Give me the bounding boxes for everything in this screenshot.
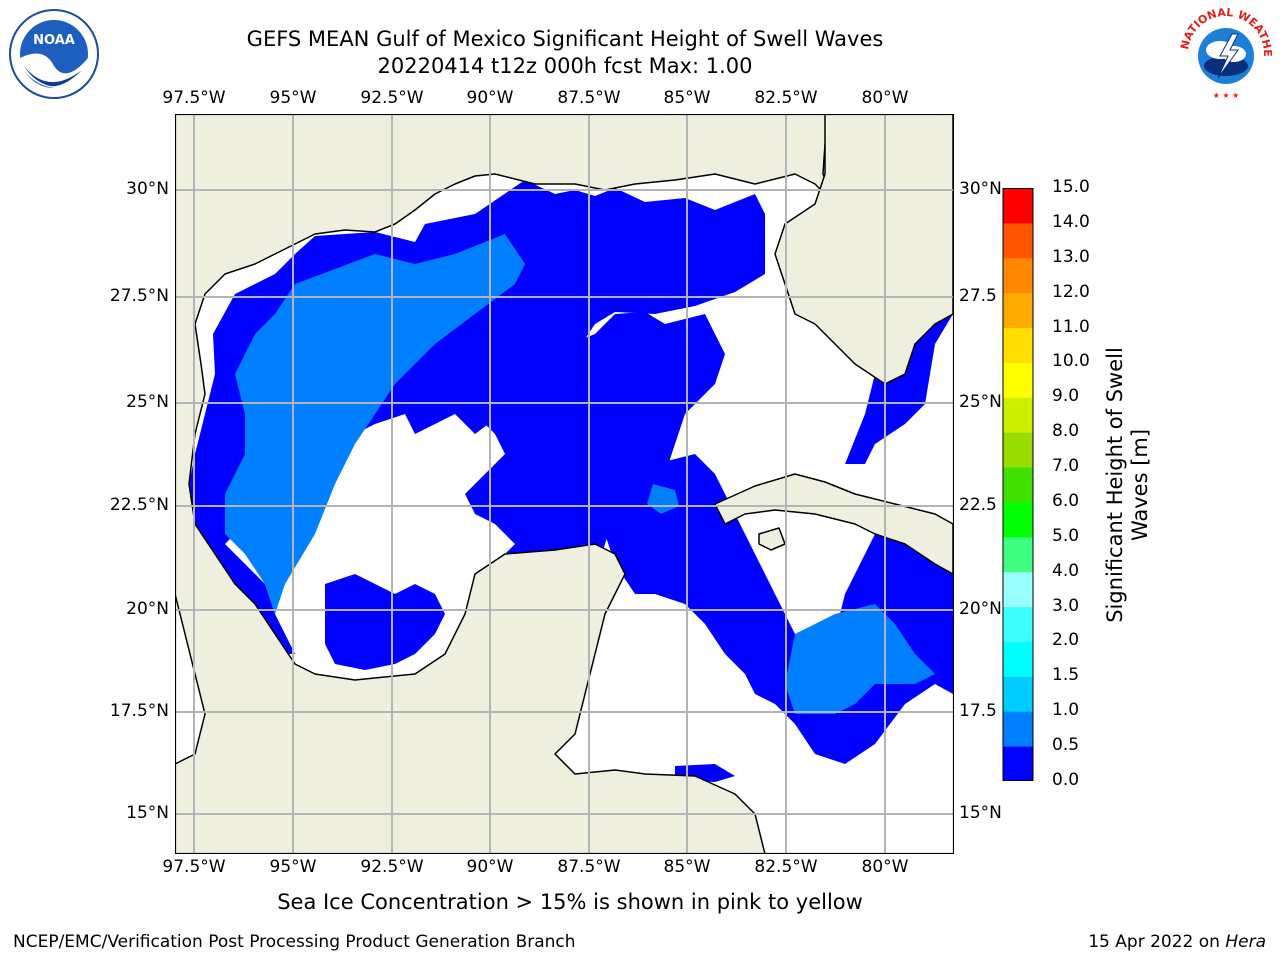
- colorbar-title-line1: Significant Height of Swell: [1103, 347, 1127, 623]
- lon-tick-top: 97.5°W: [162, 88, 226, 108]
- lat-tick-left: 27.5°N: [109, 286, 169, 306]
- colorbar-swatch: [1003, 362, 1033, 398]
- gulf-of-mexico-map: [175, 114, 954, 854]
- lat-tick-right: 20°N: [959, 599, 1002, 619]
- chart-subtitle: 20220414 t12z 000h fcst Max: 1.00: [377, 54, 753, 78]
- colorbar-frame: [1002, 188, 1034, 781]
- lat-tick-left: 17.5°N: [109, 701, 169, 721]
- lon-tick-bottom: 97.5°W: [162, 857, 226, 877]
- lat-tick-right: 15°N: [959, 803, 1002, 823]
- colorbar-swatch: [1003, 327, 1033, 363]
- lat-lon-grid: [175, 114, 954, 854]
- colorbar-tick-label: 7.0: [1052, 456, 1080, 477]
- lat-tick-right: 17.5: [959, 701, 997, 721]
- colorbar-tick-label: 14.0: [1052, 211, 1090, 232]
- colorbar-swatch: [1003, 641, 1033, 677]
- colorbar-tick-label: 13.0: [1052, 246, 1090, 267]
- lat-tick-right: 22.5: [959, 495, 997, 515]
- colorbar-tick-label: 2.0: [1052, 630, 1080, 651]
- lon-tick-top: 90°W: [466, 88, 514, 108]
- footer-host: Hera: [1225, 932, 1266, 952]
- footer-org: NCEP/EMC/Verification Post Processing Pr…: [13, 932, 576, 952]
- lon-tick-top: 87.5°W: [557, 88, 621, 108]
- colorbar-swatch: [1003, 188, 1033, 224]
- lon-tick-bottom: 90°W: [466, 857, 514, 877]
- colorbar-tick-label: 4.0: [1052, 560, 1080, 581]
- colorbar-swatch: [1003, 536, 1033, 573]
- lat-tick-right: 30°N: [959, 179, 1002, 199]
- svg-text:★ ★ ★: ★ ★ ★: [1213, 91, 1240, 100]
- lon-tick-bottom: 92.5°W: [360, 857, 424, 877]
- colorbar-tick-label: 8.0: [1052, 421, 1080, 442]
- colorbar-tick-label: 3.0: [1052, 595, 1080, 616]
- colorbar-tick-label: 12.0: [1052, 281, 1090, 302]
- noaa-logo-text: NOAA: [33, 33, 75, 48]
- colorbar-tick-label: 1.5: [1052, 665, 1080, 686]
- lon-tick-top: 85°W: [663, 88, 711, 108]
- colorbar-swatch: [1003, 606, 1033, 642]
- colorbar-tick-label: 10.0: [1052, 351, 1090, 372]
- footer-date-text: 15 Apr 2022 on: [1088, 932, 1226, 952]
- colorbar-swatch: [1003, 397, 1033, 433]
- lon-tick-top: 82.5°W: [754, 88, 818, 108]
- chart-title: GEFS MEAN Gulf of Mexico Significant Hei…: [246, 27, 884, 51]
- lat-tick-right: 25°N: [959, 392, 1002, 412]
- colorbar-swatch: [1003, 746, 1033, 781]
- sea-ice-note: Sea Ice Concentration > 15% is shown in …: [277, 890, 863, 914]
- lon-tick-bottom: 95°W: [269, 857, 317, 877]
- lon-tick-top: 95°W: [269, 88, 317, 108]
- colorbar-tick-label: 5.0: [1052, 525, 1080, 546]
- land-mexico-us: [175, 114, 836, 854]
- colorbar-swatch: [1003, 467, 1033, 503]
- lon-tick-bottom: 85°W: [663, 857, 711, 877]
- colorbar-swatch: [1003, 676, 1033, 712]
- swell-band-central: [465, 312, 725, 604]
- lon-tick-bottom: 82.5°W: [754, 857, 818, 877]
- colorbar: [1002, 188, 1034, 781]
- land-isla-juventud: [758, 527, 786, 551]
- land-cuba: [714, 473, 954, 575]
- colorbar-tick-label: 11.0: [1052, 316, 1090, 337]
- colorbar-swatch: [1003, 292, 1033, 329]
- colorbar-title-line2: Waves [m]: [1128, 428, 1152, 542]
- lat-tick-left: 15°N: [126, 803, 169, 823]
- lat-tick-left: 25°N: [126, 392, 169, 412]
- noaa-logo: NOAA: [9, 9, 99, 99]
- lat-tick-left: 20°N: [126, 599, 169, 619]
- land-florida: [774, 114, 954, 385]
- colorbar-tick-label: 1.0: [1052, 700, 1080, 721]
- nws-logo: NATIONAL WEATHER SERVICE ★ ★ ★: [1176, 8, 1274, 100]
- lon-tick-bottom: 80°W: [861, 857, 909, 877]
- colorbar-swatch: [1003, 711, 1033, 747]
- colorbar-swatch: [1003, 571, 1033, 608]
- colorbar-swatch: [1003, 222, 1033, 259]
- lon-tick-bottom: 87.5°W: [557, 857, 621, 877]
- colorbar-tick-label: 9.0: [1052, 386, 1080, 407]
- colorbar-tick-label: 0.5: [1052, 735, 1080, 756]
- lat-tick-left: 30°N: [126, 179, 169, 199]
- lat-tick-right: 27.5: [959, 286, 997, 306]
- colorbar-tick-label: 0.0: [1052, 770, 1080, 790]
- swell-band-campeche: [325, 574, 445, 670]
- map-frame: [175, 114, 954, 854]
- colorbar-tick-label: 6.0: [1052, 490, 1080, 511]
- swell-core-caribbean: [785, 604, 935, 714]
- colorbar-swatch: [1003, 257, 1033, 294]
- colorbar-tick-label: 15.0: [1052, 177, 1090, 197]
- swell-core-west: [225, 234, 525, 614]
- colorbar-swatch: [1003, 432, 1033, 468]
- lon-tick-top: 80°W: [861, 88, 909, 108]
- colorbar-swatch: [1003, 501, 1033, 538]
- lat-tick-left: 22.5°N: [109, 495, 169, 515]
- footer-date: 15 Apr 2022 on Hera: [1088, 932, 1266, 952]
- lon-tick-top: 92.5°W: [360, 88, 424, 108]
